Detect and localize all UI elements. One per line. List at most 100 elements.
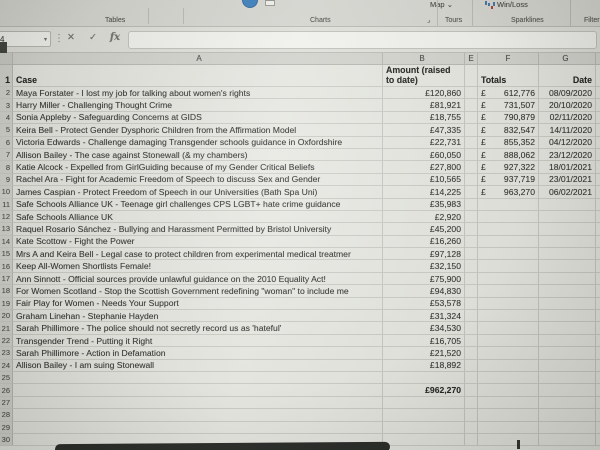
cell-amount[interactable]: £18,892 xyxy=(383,359,465,372)
cell-filler[interactable] xyxy=(596,99,600,112)
cell-e[interactable] xyxy=(465,198,478,211)
cell-e[interactable] xyxy=(465,359,478,372)
cell-case[interactable]: Victoria Edwards - Challenge damaging Tr… xyxy=(13,136,383,149)
cell-total[interactable] xyxy=(478,384,539,397)
cell-amount[interactable]: £35,983 xyxy=(383,198,465,211)
cell-date[interactable]: 04/12/2020 xyxy=(539,136,596,149)
cell-e[interactable] xyxy=(465,433,478,447)
cell-amount[interactable]: £120,860 xyxy=(383,87,465,100)
row-header-10[interactable]: 10 xyxy=(0,186,13,199)
cell-case[interactable]: Harry Miller - Challenging Thought Crime xyxy=(13,99,383,112)
row-header-25[interactable]: 25 xyxy=(0,371,13,385)
cell-filler[interactable] xyxy=(596,409,600,422)
cell-filler[interactable] xyxy=(596,149,600,162)
cell-case[interactable] xyxy=(13,409,383,422)
cell-case[interactable]: Rachel Ara - Fight for Academic Freedom … xyxy=(13,173,383,187)
cell-date[interactable]: 23/01/2021 xyxy=(539,173,596,187)
row-header-8[interactable]: 8 xyxy=(0,161,13,174)
cell-case[interactable]: Allison Bailey - I am suing Stonewall xyxy=(13,359,383,372)
row-header-1[interactable]: 1 xyxy=(0,65,13,87)
cell-date[interactable] xyxy=(539,371,596,385)
cell-case[interactable]: For Women Scotland - Stop the Scottish G… xyxy=(13,285,383,298)
row-header-30[interactable]: 30 xyxy=(0,433,13,447)
row-header-6[interactable]: 6 xyxy=(0,136,13,149)
cell-case[interactable]: Sarah Phillimore - The police should not… xyxy=(13,322,383,335)
cell-filler[interactable] xyxy=(596,384,600,397)
cell-filler[interactable] xyxy=(596,273,600,286)
cell-amount[interactable]: £22,731 xyxy=(383,136,465,149)
grand-total[interactable]: £962,270 xyxy=(383,384,465,397)
cell-amount[interactable]: £97,128 xyxy=(383,248,465,261)
cell-date[interactable] xyxy=(539,322,596,335)
cell-total[interactable] xyxy=(478,198,539,211)
cell-e[interactable] xyxy=(465,334,478,348)
map-button[interactable]: Map ⌄ xyxy=(430,0,453,9)
cell-date[interactable] xyxy=(539,433,596,447)
cell-filler[interactable] xyxy=(596,434,600,447)
cell-filler[interactable] xyxy=(596,397,600,410)
cell-total[interactable]: £612,776 xyxy=(478,87,539,100)
cell-e[interactable] xyxy=(465,310,478,323)
cell-filler[interactable] xyxy=(596,335,600,348)
cancel-icon[interactable]: ✕ xyxy=(67,32,75,43)
cell-filler[interactable] xyxy=(596,124,600,137)
cell-case[interactable]: Raquel Rosario Sánchez - Bullying and Ha… xyxy=(13,223,383,236)
cell-amount[interactable]: £18,755 xyxy=(383,111,465,125)
cell-total[interactable]: £855,352 xyxy=(478,136,539,149)
cell-total[interactable] xyxy=(478,334,539,348)
cell-date[interactable] xyxy=(539,297,596,311)
cell-e[interactable] xyxy=(465,260,478,273)
cell-total[interactable]: £937,719 xyxy=(478,173,539,187)
cell-total[interactable]: £927,322 xyxy=(478,161,539,174)
cell-date[interactable] xyxy=(539,347,596,360)
cell-amount[interactable]: £31,324 xyxy=(383,310,465,323)
cell-amount[interactable] xyxy=(383,433,465,447)
row-header-17[interactable]: 17 xyxy=(0,272,13,286)
cell-amount[interactable]: £47,335 xyxy=(383,124,465,137)
row-header-5[interactable]: 5 xyxy=(0,124,13,137)
dialog-launcher-icon[interactable]: ⌟ xyxy=(427,17,431,24)
cell-date[interactable]: 23/12/2020 xyxy=(539,148,596,162)
cell-amount[interactable]: £34,530 xyxy=(383,322,465,335)
cell-filler[interactable] xyxy=(596,137,600,149)
cell-case[interactable]: Sonia Appleby - Safeguarding Concerns at… xyxy=(13,111,383,125)
row-header-3[interactable]: 3 xyxy=(0,99,13,112)
cell-total[interactable] xyxy=(478,285,539,298)
cell-date[interactable] xyxy=(539,272,596,286)
row-header-15[interactable]: 15 xyxy=(0,248,13,261)
cell-date[interactable] xyxy=(539,248,596,261)
cell-case[interactable]: Maya Forstater - I lost my job for talki… xyxy=(13,87,383,100)
row-header-19[interactable]: 19 xyxy=(0,297,13,311)
cell-filler[interactable] xyxy=(596,372,600,385)
row-header-16[interactable]: 16 xyxy=(0,260,13,273)
cell-filler[interactable] xyxy=(596,87,600,100)
cell-total[interactable]: £832,547 xyxy=(478,124,539,137)
cell-filler[interactable] xyxy=(596,248,600,261)
cell-amount[interactable]: £16,260 xyxy=(383,235,465,249)
row-header-28[interactable]: 28 xyxy=(0,409,13,422)
cell-case[interactable]: Ann Sinnott - Official sources provide u… xyxy=(13,272,383,286)
cell-case[interactable]: Katie Alcock - Expelled from GirlGuiding… xyxy=(13,161,383,174)
cell-e[interactable] xyxy=(465,210,478,224)
cell-filler[interactable] xyxy=(596,236,600,249)
cell-case[interactable] xyxy=(13,371,383,385)
cell-amount[interactable] xyxy=(383,396,465,410)
cell-date[interactable] xyxy=(539,421,596,434)
row-header-23[interactable]: 23 xyxy=(0,347,13,360)
cell-e[interactable] xyxy=(465,124,478,137)
cell-amount[interactable] xyxy=(383,421,465,434)
cell-filler[interactable] xyxy=(596,285,600,298)
cell-filler[interactable] xyxy=(596,211,600,224)
cell-date[interactable] xyxy=(539,235,596,249)
cell-filler[interactable] xyxy=(596,223,600,236)
cell-total[interactable] xyxy=(478,297,539,311)
cell-e[interactable] xyxy=(465,272,478,286)
cell-e[interactable] xyxy=(465,87,478,100)
cell-date[interactable]: 20/10/2020 xyxy=(539,99,596,112)
chart-placeholder-icon[interactable] xyxy=(265,0,275,6)
cell-e[interactable] xyxy=(465,223,478,236)
cell-case[interactable]: Keep All-Women Shortlists Female! xyxy=(13,260,383,273)
cell-amount[interactable]: £14,225 xyxy=(383,186,465,199)
row-header-27[interactable]: 27 xyxy=(0,396,13,410)
cell-filler[interactable] xyxy=(596,322,600,335)
